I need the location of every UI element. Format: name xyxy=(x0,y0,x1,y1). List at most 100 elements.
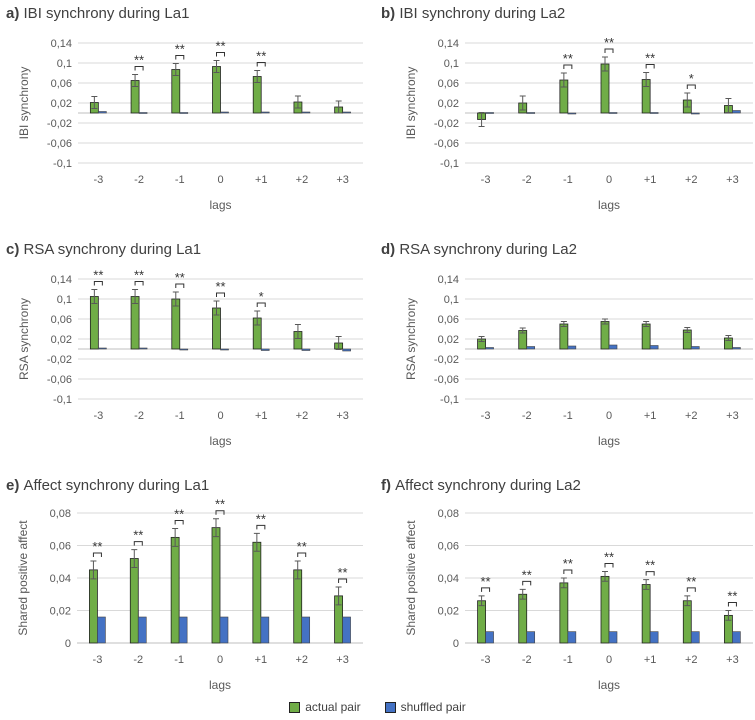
bar-shuffled-pair xyxy=(485,112,494,114)
significance-label: ** xyxy=(686,574,696,589)
significance-bracket xyxy=(686,587,696,592)
bar-shuffled-pair xyxy=(526,112,536,114)
x-tick-label: 0 xyxy=(217,654,223,666)
bar-shuffled-pair xyxy=(301,348,311,351)
y-tick-label: -0,02 xyxy=(434,118,459,130)
significance-bracket xyxy=(175,55,185,60)
chart-panel-b: b) IBI synchrony during La2 0,14 0,1 0,06 0,… xyxy=(381,5,753,212)
bar-actual-pair xyxy=(682,600,692,644)
significance-label: ** xyxy=(604,35,614,50)
significance-label: ** xyxy=(727,589,737,604)
significance-label: ** xyxy=(215,39,225,54)
bar-actual-pair xyxy=(559,323,569,350)
x-tick-label: +2 xyxy=(685,654,698,666)
significance-bracket xyxy=(604,563,614,568)
bar-shuffled-pair xyxy=(220,111,229,114)
chart-panel-d: d) RSA synchrony during La2 0,14 0,1 0,06 0,… xyxy=(381,241,753,448)
y-tick-label: -0,1 xyxy=(440,158,459,170)
legend-item-actual: actual pair xyxy=(289,700,361,714)
significance-bracket xyxy=(338,578,348,583)
x-tick-label: -3 xyxy=(93,654,103,666)
x-tick-label: -1 xyxy=(563,174,573,186)
y-axis-label: Shared positive affect xyxy=(404,520,418,636)
x-tick-label: -3 xyxy=(481,174,491,186)
y-tick-label: 0,1 xyxy=(57,294,72,306)
error-bar xyxy=(684,595,691,607)
bar-shuffled-pair xyxy=(690,631,700,644)
x-tick-label: +1 xyxy=(255,410,268,422)
bar-shuffled-pair xyxy=(260,616,270,644)
significance-bracket xyxy=(175,283,185,288)
bar-actual-pair xyxy=(171,69,181,114)
x-tick-label: -2 xyxy=(522,654,532,666)
significance-label: ** xyxy=(133,528,143,543)
y-tick-label: 0,04 xyxy=(438,573,459,585)
bar-shuffled-pair xyxy=(649,345,659,350)
chart-title: b) IBI synchrony during La2 xyxy=(381,5,565,22)
chart-title: d) RSA synchrony during La2 xyxy=(381,241,577,258)
error-bar xyxy=(560,321,567,327)
bar-shuffled-pair xyxy=(98,347,107,350)
y-tick-label: 0,14 xyxy=(51,274,72,286)
legend: actual pair shuffled pair xyxy=(0,700,755,714)
bar-shuffled-pair xyxy=(138,347,148,350)
bar-shuffled-pair xyxy=(608,344,618,350)
legend-swatch-shuffled xyxy=(384,701,396,713)
error-bar xyxy=(478,112,485,127)
y-axis-label: IBI synchrony xyxy=(404,67,418,140)
error-bar xyxy=(254,310,261,326)
error-bar xyxy=(213,300,220,316)
x-tick-label: 0 xyxy=(606,410,612,422)
bar-shuffled-pair xyxy=(179,348,189,351)
bar-shuffled-pair xyxy=(342,616,351,644)
bar-actual-pair xyxy=(89,569,98,644)
bar-shuffled-pair xyxy=(220,348,229,351)
y-tick-label: 0,06 xyxy=(438,78,459,90)
error-bar xyxy=(335,100,342,114)
x-tick-label: +1 xyxy=(644,410,657,422)
y-tick-label: 0,1 xyxy=(444,294,459,306)
y-tick-label: -0,1 xyxy=(440,394,459,406)
y-tick-label: 0,1 xyxy=(444,58,459,70)
x-tick-label: 0 xyxy=(217,410,223,422)
x-tick-label: +3 xyxy=(726,410,739,422)
x-tick-label: -1 xyxy=(175,410,185,422)
x-tick-label: +2 xyxy=(295,654,308,666)
error-bar xyxy=(684,92,691,108)
x-axis-label: lags xyxy=(598,678,620,692)
bar-shuffled-pair xyxy=(138,112,148,114)
error-bar xyxy=(725,610,732,621)
y-tick-label: 0,02 xyxy=(438,606,459,618)
x-tick-label: +3 xyxy=(336,654,349,666)
x-tick-label: +2 xyxy=(685,174,698,186)
bar-shuffled-pair xyxy=(219,616,229,644)
error-bar xyxy=(519,327,526,334)
bar-shuffled-pair xyxy=(179,112,189,114)
significance-bracket xyxy=(256,62,266,67)
y-tick-label: -0,02 xyxy=(47,354,72,366)
significance-bracket xyxy=(645,64,655,69)
bar-shuffled-pair xyxy=(649,631,659,644)
x-tick-label: -2 xyxy=(133,654,143,666)
significance-label: ** xyxy=(522,567,532,582)
y-tick-label: 0,14 xyxy=(438,38,459,50)
significance-bracket xyxy=(174,519,184,525)
error-bar xyxy=(132,289,139,304)
significance-label: ** xyxy=(338,565,348,580)
bar-shuffled-pair xyxy=(342,348,351,352)
bar-actual-pair xyxy=(211,527,221,644)
significance-bracket xyxy=(481,587,491,592)
significance-label: ** xyxy=(297,539,307,554)
significance-label: ** xyxy=(645,51,655,66)
y-tick-label: -0,06 xyxy=(434,138,459,150)
chart-panel-f: f) Affect synchrony during La2 0,08 0,06 0,… xyxy=(381,477,753,692)
y-tick-label: 0,04 xyxy=(50,573,71,585)
x-tick-label: -1 xyxy=(563,654,573,666)
x-tick-label: -2 xyxy=(134,410,144,422)
x-tick-label: -3 xyxy=(481,410,491,422)
y-tick-label: 0 xyxy=(65,638,71,650)
error-bar xyxy=(478,336,485,342)
y-tick-label: -0,02 xyxy=(434,354,459,366)
bar-actual-pair xyxy=(293,569,303,644)
